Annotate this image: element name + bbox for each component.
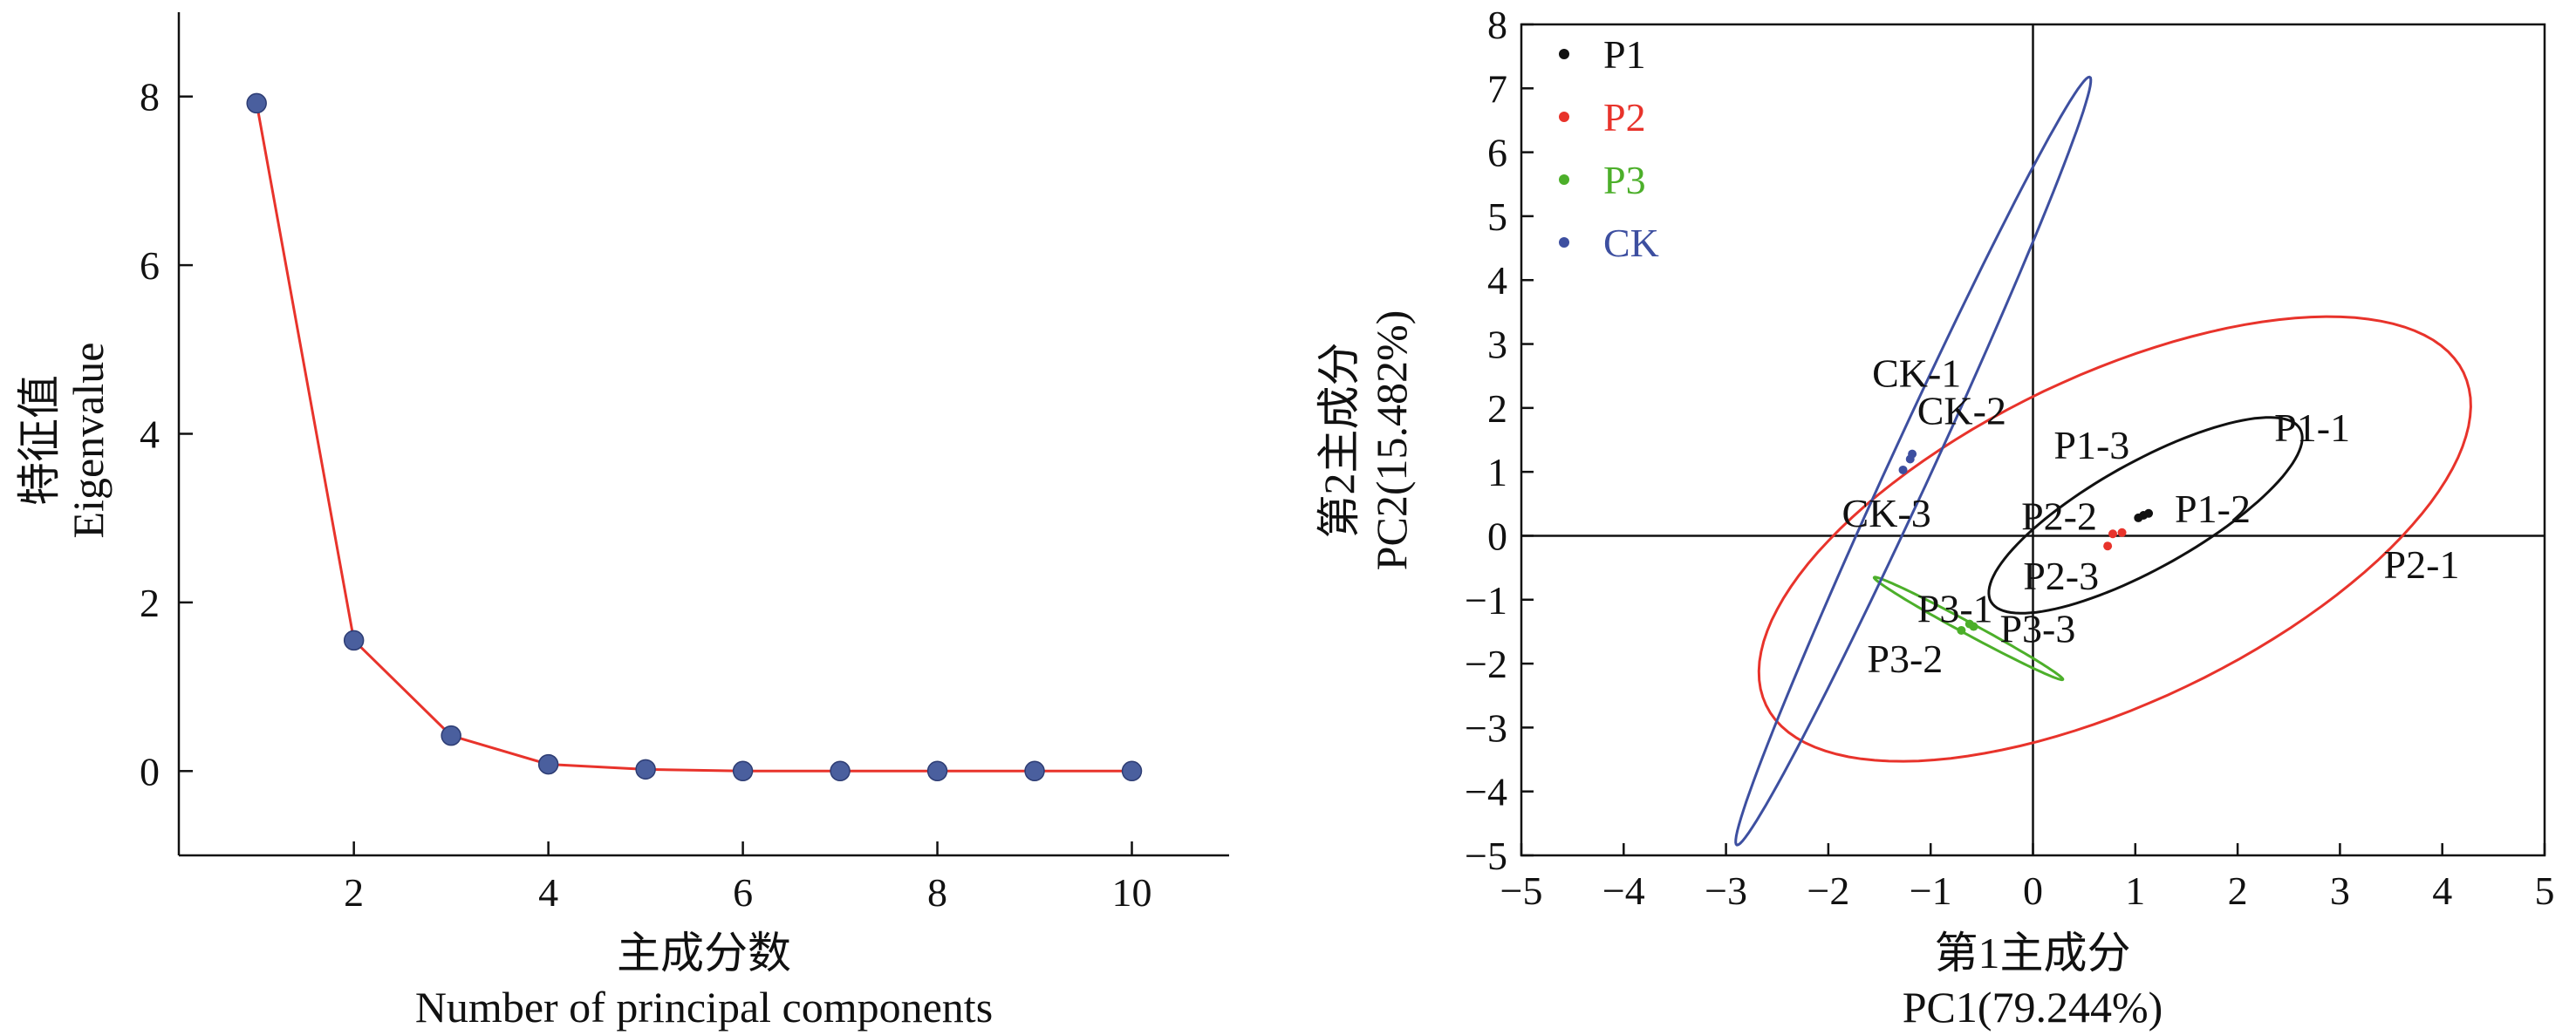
pca-x-tick-label: 1 [2125, 868, 2145, 913]
legend-marker-p1 [1559, 49, 1569, 59]
confidence-ellipse-ck [1734, 75, 2093, 847]
scree-y-tick-label: 8 [140, 75, 160, 119]
pca-y-tick-label: 7 [1487, 66, 1507, 111]
point-label-p2-3: P2-3 [2023, 554, 2099, 598]
score-point-p1-2 [2144, 508, 2154, 518]
scree-plot-area [177, 12, 1229, 857]
scree-point [537, 753, 559, 775]
pca-plot: −5 −4 −3 −2 −1 0 1 2 3 4 5 −5 −4 −3 −2 −1 0 1 2 3 4 5 6 7 8 P1-1… [1315, 3, 2555, 1032]
pca-x-tick-label: 0 [2023, 868, 2043, 913]
legend-label-ck: CK [1603, 221, 1659, 265]
scree-plot: 2 4 6 8 10 0 2 4 6 8 主成分数 Number of principal com… [15, 12, 1229, 1032]
pca-x-tick-label: 2 [2228, 868, 2248, 913]
scree-point [1024, 760, 1045, 782]
scree-x-title-cn: 主成分数 [617, 929, 791, 977]
scree-y-title: Eigenvalue [64, 343, 113, 539]
pca-x-title-cn: 第1主成分 [1935, 929, 2131, 977]
pca-y-tick-label: −4 [1465, 770, 1507, 814]
pca-y-tick-label: −2 [1465, 642, 1507, 686]
point-label-ck-2: CK-2 [1917, 388, 2006, 432]
point-label-ck-3: CK-3 [1842, 491, 1931, 535]
score-point-p1-3 [2134, 513, 2143, 522]
pca-y-tick-label: 1 [1487, 450, 1507, 494]
point-label-p1-3: P1-3 [2053, 423, 2129, 467]
scree-point [1121, 760, 1143, 782]
score-point-p2-2 [2108, 529, 2117, 539]
pca-y-tick-label: 8 [1487, 3, 1507, 47]
scree-point [926, 760, 948, 782]
pca-points [1898, 449, 2154, 635]
pca-x-tick-label: −5 [1500, 868, 1543, 913]
point-label-p3-1: P3-1 [1917, 587, 1993, 631]
scree-line [255, 103, 1132, 773]
pca-y-tick-label: −3 [1465, 705, 1507, 750]
legend-marker-p2 [1559, 112, 1569, 122]
scree-y-tick-label: 0 [140, 749, 160, 793]
scree-y-tick-label: 4 [140, 412, 160, 457]
point-label-p1-1: P1-1 [2274, 405, 2350, 450]
pca-y-tick-label: 2 [1487, 386, 1507, 431]
confidence-ellipse-p3 [1872, 575, 2065, 682]
scree-point [246, 92, 267, 114]
scree-point [830, 760, 851, 782]
pca-y-tick-label: −5 [1465, 834, 1507, 878]
point-label-p2-2: P2-2 [2021, 494, 2097, 538]
pca-x-tick-label: −1 [1910, 868, 1952, 913]
pca-y-tick-label: 4 [1487, 258, 1507, 303]
pca-point-labels: P1-1 P1-2 P1-3 P2-1 P2-2 P2-3 P3-1 P3-2 P3-3 CK-1… [1842, 351, 2460, 681]
point-label-ck-1: CK-1 [1872, 351, 1961, 396]
pca-legend: P1 P2 P3 CK [1559, 32, 1659, 265]
scree-y-tick-label: 6 [140, 243, 160, 288]
pca-x-tick-label: −4 [1602, 868, 1645, 913]
confidence-ellipse-p2 [1757, 315, 2472, 763]
scree-point [732, 760, 754, 782]
legend-marker-ck [1559, 237, 1569, 248]
pca-ticks: −5 −4 −3 −2 −1 0 1 2 3 4 5 −5 −4 −3 −2 −1 0 1 2 3 4 5 6 7 8 [1465, 3, 2554, 913]
pca-x-tick-label: −2 [1807, 868, 1849, 913]
legend-marker-p3 [1559, 174, 1569, 185]
scree-x-tick-label: 2 [344, 870, 364, 915]
pca-y-title-cn: 第2主成分 [1315, 343, 1363, 539]
pca-y-tick-label: 3 [1487, 323, 1507, 367]
score-point-ck-2 [1905, 454, 1915, 464]
pca-x-tick-label: 5 [2535, 868, 2555, 913]
pca-x-tick-label: 4 [2432, 868, 2452, 913]
point-label-p3-2: P3-2 [1867, 637, 1943, 681]
pca-zero-lines [1521, 24, 2545, 855]
pca-y-tick-label: −1 [1465, 578, 1507, 623]
scree-point [635, 759, 656, 780]
score-point-ck-3 [1898, 465, 1908, 474]
scree-x-tick-label: 4 [538, 870, 558, 915]
legend-label-p3: P3 [1603, 158, 1646, 202]
scree-x-tick-label: 6 [733, 870, 753, 915]
legend-label-p1: P1 [1603, 32, 1646, 77]
scree-x-tick-label: 10 [1112, 870, 1152, 915]
pca-x-tick-label: 3 [2330, 868, 2350, 913]
scree-y-title-cn: 特征值 [15, 375, 64, 506]
score-point-p2-1 [2117, 528, 2127, 537]
scree-point [441, 725, 461, 746]
pca-y-tick-label: 6 [1487, 131, 1507, 175]
pca-y-title: PC2(15.482%) [1367, 310, 1416, 571]
scree-point [343, 630, 365, 651]
scree-x-title: Number of principal components [415, 983, 993, 1032]
point-label-p1-2: P1-2 [2175, 487, 2251, 531]
confidence-ellipse-p1 [1987, 416, 2304, 615]
point-label-p3-3: P3-3 [1999, 607, 2075, 651]
pca-x-title: PC1(79.244%) [1903, 983, 2163, 1032]
pca-x-tick-label: −3 [1705, 868, 1747, 913]
scree-y-tick-label: 2 [140, 581, 160, 625]
legend-label-p2: P2 [1603, 95, 1646, 140]
scree-series [246, 92, 1143, 782]
score-point-p3-3 [1969, 622, 1978, 631]
score-point-p3-2 [1957, 625, 1966, 635]
pca-ellipses [1734, 75, 2472, 847]
score-point-p2-3 [2103, 541, 2113, 551]
pca-y-tick-label: 0 [1487, 514, 1507, 558]
scree-x-tick-label: 8 [927, 870, 947, 915]
scree-ticks: 2 4 6 8 10 0 2 4 6 8 [140, 75, 1152, 915]
pca-y-tick-label: 5 [1487, 194, 1507, 239]
point-label-p2-1: P2-1 [2384, 542, 2460, 587]
